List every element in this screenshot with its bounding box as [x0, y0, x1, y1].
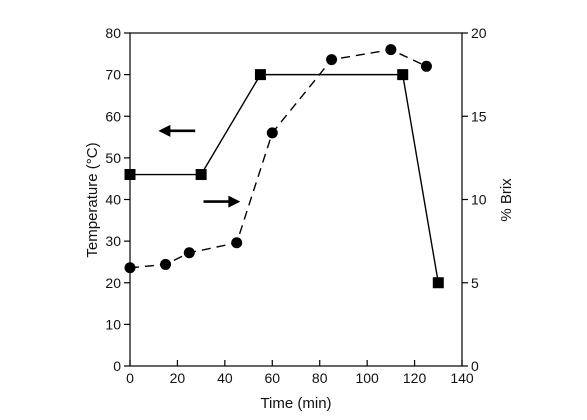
series-1-square-point: [397, 69, 409, 81]
x-tick-label: 40: [217, 370, 233, 386]
direction-arrows: [158, 124, 241, 208]
y-left-tick-label: 80: [105, 25, 121, 41]
series-2-circle-point: [231, 237, 243, 249]
series-1-square-point: [195, 169, 207, 181]
y-right-tick-label: 10: [471, 192, 487, 208]
y-right-tick-label: 15: [471, 108, 487, 124]
x-tick-label: 100: [355, 370, 379, 386]
series-2-circle-point: [183, 247, 195, 259]
x-tick-label: 0: [126, 370, 134, 386]
axis-ticks: 0 20 40 60 80 100 120 1400102030405060708005101…: [105, 25, 486, 386]
y-right-tick-label: 5: [471, 275, 479, 291]
series-2-circle-point: [385, 44, 397, 56]
x-tick-label: 60: [264, 370, 280, 386]
x-tick-label: 120: [403, 370, 427, 386]
y-left-tick-label: 20: [105, 275, 121, 291]
y-left-tick-label: 10: [105, 316, 121, 332]
series-2-circle-point: [326, 54, 338, 66]
series-1-square-point: [124, 169, 136, 181]
series-2-line: [129, 48, 427, 269]
y-right-tick-label: 0: [471, 358, 479, 374]
y-axis-left-title: Temperature (°C): [84, 142, 101, 257]
series-1-square-point: [432, 277, 444, 289]
x-tick-label: 80: [312, 370, 328, 386]
series-2-circle-point: [420, 60, 432, 72]
y-left-tick-label: 0: [113, 358, 121, 374]
plot-frame: [129, 32, 463, 367]
series-2-circle-point: [160, 258, 172, 270]
y-left-tick-label: 70: [105, 67, 121, 83]
y-left-tick-label: 50: [105, 150, 121, 166]
left-arrow: [158, 124, 196, 137]
right-arrow-head: [228, 195, 241, 208]
y-left-tick-label: 60: [105, 108, 121, 124]
y-left-tick-label: 40: [105, 192, 121, 208]
x-tick-label: 140: [450, 370, 474, 386]
y-axis-right-title: % Brix: [498, 178, 515, 222]
series-1-square-point: [254, 69, 266, 81]
series-2-circle-point: [124, 262, 136, 274]
x-axis-title: Time (min): [260, 395, 331, 412]
series-1-line: [130, 73, 439, 283]
left-arrow-head: [158, 124, 171, 137]
right-arrow: [203, 195, 241, 208]
x-tick-label: 20: [170, 370, 186, 386]
series-2-circle-point: [266, 127, 278, 139]
y-right-tick-label: 20: [471, 25, 487, 41]
series-layer: [124, 44, 444, 289]
y-left-tick-label: 30: [105, 233, 121, 249]
